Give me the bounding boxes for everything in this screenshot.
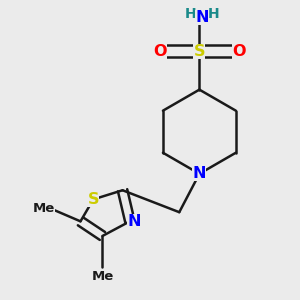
- Text: Me: Me: [91, 270, 114, 283]
- Text: Me: Me: [33, 202, 55, 215]
- Text: N: N: [128, 214, 141, 229]
- Text: S: S: [194, 44, 205, 59]
- Text: H: H: [208, 7, 219, 20]
- Text: H: H: [184, 7, 196, 20]
- Text: S: S: [88, 192, 99, 207]
- Text: O: O: [154, 44, 167, 59]
- Text: N: N: [196, 10, 209, 25]
- Text: O: O: [232, 44, 245, 59]
- Text: N: N: [193, 166, 206, 181]
